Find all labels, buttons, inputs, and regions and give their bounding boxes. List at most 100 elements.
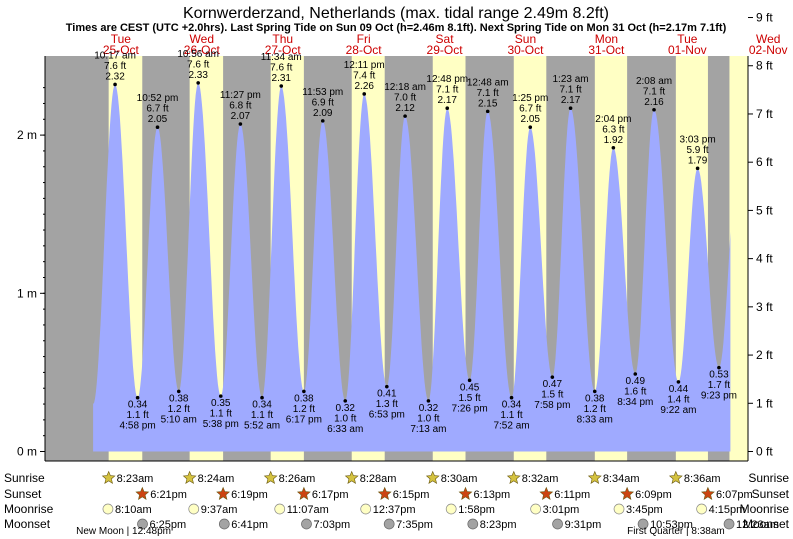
tide-label: 1.79 xyxy=(688,155,708,166)
moonset-time: 9:31pm xyxy=(565,519,602,531)
moonrise-time: 3:45pm xyxy=(626,504,663,516)
tide-label: 7.1 ft xyxy=(477,88,499,99)
day-of-week: Sun xyxy=(515,32,536,46)
tide-point xyxy=(403,114,407,118)
tide-point xyxy=(695,166,700,171)
astro-row-label-left: Moonrise xyxy=(4,502,54,516)
tide-label: 10:56 am xyxy=(177,49,219,60)
moon-phase-label: New Moon | 12:48pm xyxy=(76,526,171,537)
tide-point xyxy=(445,106,450,111)
moonrise-time: 4:15pm xyxy=(709,504,746,516)
tide-label: 7:58 pm xyxy=(534,400,570,411)
tide-label: 1.1 ft xyxy=(126,410,148,421)
tide-point xyxy=(343,399,348,403)
tide-label: 1.2 ft xyxy=(168,404,190,415)
right-tick-label: 1 ft xyxy=(756,396,773,410)
tide-point xyxy=(260,395,264,400)
tide-label: 6.7 ft xyxy=(519,104,541,115)
tide-label: 2:08 am xyxy=(636,76,672,87)
daylight-band xyxy=(729,56,748,461)
moonrise-time: 8:10am xyxy=(115,504,152,516)
tide-label: 0.53 xyxy=(709,370,729,381)
tide-label: 0.34 xyxy=(502,400,522,411)
tide-label: 2.05 xyxy=(521,114,541,125)
day-date: 31-Oct xyxy=(588,43,625,57)
tide-label: 0.41 xyxy=(377,389,397,400)
day-date: 25-Oct xyxy=(103,43,140,57)
sunset-time: 6:21pm xyxy=(150,489,187,501)
left-tick-label: 2 m xyxy=(17,128,37,142)
astro-row-label-right: Sunset xyxy=(752,487,790,501)
sunrise-time: 8:24am xyxy=(198,473,235,485)
day-of-week: Tue xyxy=(111,32,132,46)
tide-label: 8:33 am xyxy=(577,414,613,425)
moonset-icon xyxy=(137,518,148,530)
tide-label: 2.17 xyxy=(438,95,458,106)
moonrise-icon xyxy=(530,503,542,515)
moonset-icon xyxy=(218,518,230,530)
moonrise-icon xyxy=(360,503,372,515)
tide-point xyxy=(611,145,616,150)
tide-label: 0.32 xyxy=(419,403,439,414)
left-tick-label: 1 m xyxy=(17,286,37,300)
tide-label: 12:11 pm xyxy=(344,60,385,71)
tide-label: 0.32 xyxy=(336,403,356,414)
tide-point xyxy=(717,365,721,370)
tide-label: 2.16 xyxy=(644,97,664,108)
tide-label: 0.47 xyxy=(543,379,563,390)
left-tick-label: 0 m xyxy=(17,445,37,459)
sunrise-time: 8:36am xyxy=(684,473,721,485)
astro-row-label-left: Sunrise xyxy=(4,471,45,485)
day-date: 27-Oct xyxy=(265,43,302,57)
day-date: 30-Oct xyxy=(507,43,544,57)
moonset-time: 7:35pm xyxy=(396,519,433,531)
tide-label: 5:52 am xyxy=(244,421,280,432)
chart-title: Kornwerderzand, Netherlands (max. tidal … xyxy=(183,5,609,22)
moonrise-time: 11:07am xyxy=(287,504,329,516)
tide-label: 7:26 pm xyxy=(452,403,488,414)
tide-label: 2.33 xyxy=(188,70,208,81)
tide-label: 7:52 am xyxy=(493,421,529,432)
tide-label: 1.3 ft xyxy=(376,399,398,410)
tide-label: 12:48 pm xyxy=(426,74,468,85)
tide-label: 7.4 ft xyxy=(353,70,375,81)
tide-label: 11:27 pm xyxy=(220,90,261,101)
sunset-icon xyxy=(620,486,635,500)
tide-label: 7.6 ft xyxy=(187,59,209,70)
tide-label: 1.1 ft xyxy=(251,410,273,421)
sunset-icon xyxy=(377,486,392,500)
tide-label: 6.7 ft xyxy=(146,104,168,115)
tide-label: 2:04 pm xyxy=(595,114,631,125)
moonset-time: 7:03pm xyxy=(313,519,350,531)
tide-point xyxy=(652,107,656,112)
tide-label: 1:23 am xyxy=(553,74,589,85)
tide-label: 1.92 xyxy=(604,135,624,146)
moonset-icon xyxy=(552,518,563,530)
moonrise-icon xyxy=(188,503,200,515)
tide-point xyxy=(426,399,431,403)
tide-label: 6:17 pm xyxy=(286,414,322,425)
day-date: 29-Oct xyxy=(427,43,464,57)
tide-point xyxy=(155,125,160,129)
tide-label: 0.38 xyxy=(585,393,605,404)
sunset-time: 6:13pm xyxy=(474,489,511,501)
sunrise-icon xyxy=(344,470,359,484)
tide-label: 6.9 ft xyxy=(312,97,334,108)
tide-label: 1.7 ft xyxy=(708,380,730,391)
tide-point xyxy=(135,395,140,400)
moonrise-icon xyxy=(102,503,114,515)
tide-label: 5:38 pm xyxy=(203,419,239,430)
tide-label: 1.5 ft xyxy=(541,390,563,401)
moonrise-time: 12:37pm xyxy=(373,504,416,516)
tide-label: 7.6 ft xyxy=(270,63,292,74)
moonset-time: 8:23pm xyxy=(480,519,517,531)
sunset-icon xyxy=(539,486,554,500)
sunset-time: 6:19pm xyxy=(231,489,268,501)
right-tick-label: 2 ft xyxy=(756,348,773,362)
sunset-time: 6:15pm xyxy=(393,489,430,501)
tide-label: 0.45 xyxy=(460,382,480,393)
day-of-week: Wed xyxy=(756,32,780,46)
moonset-time: 6:25pm xyxy=(150,519,187,531)
sunrise-icon xyxy=(668,470,683,484)
